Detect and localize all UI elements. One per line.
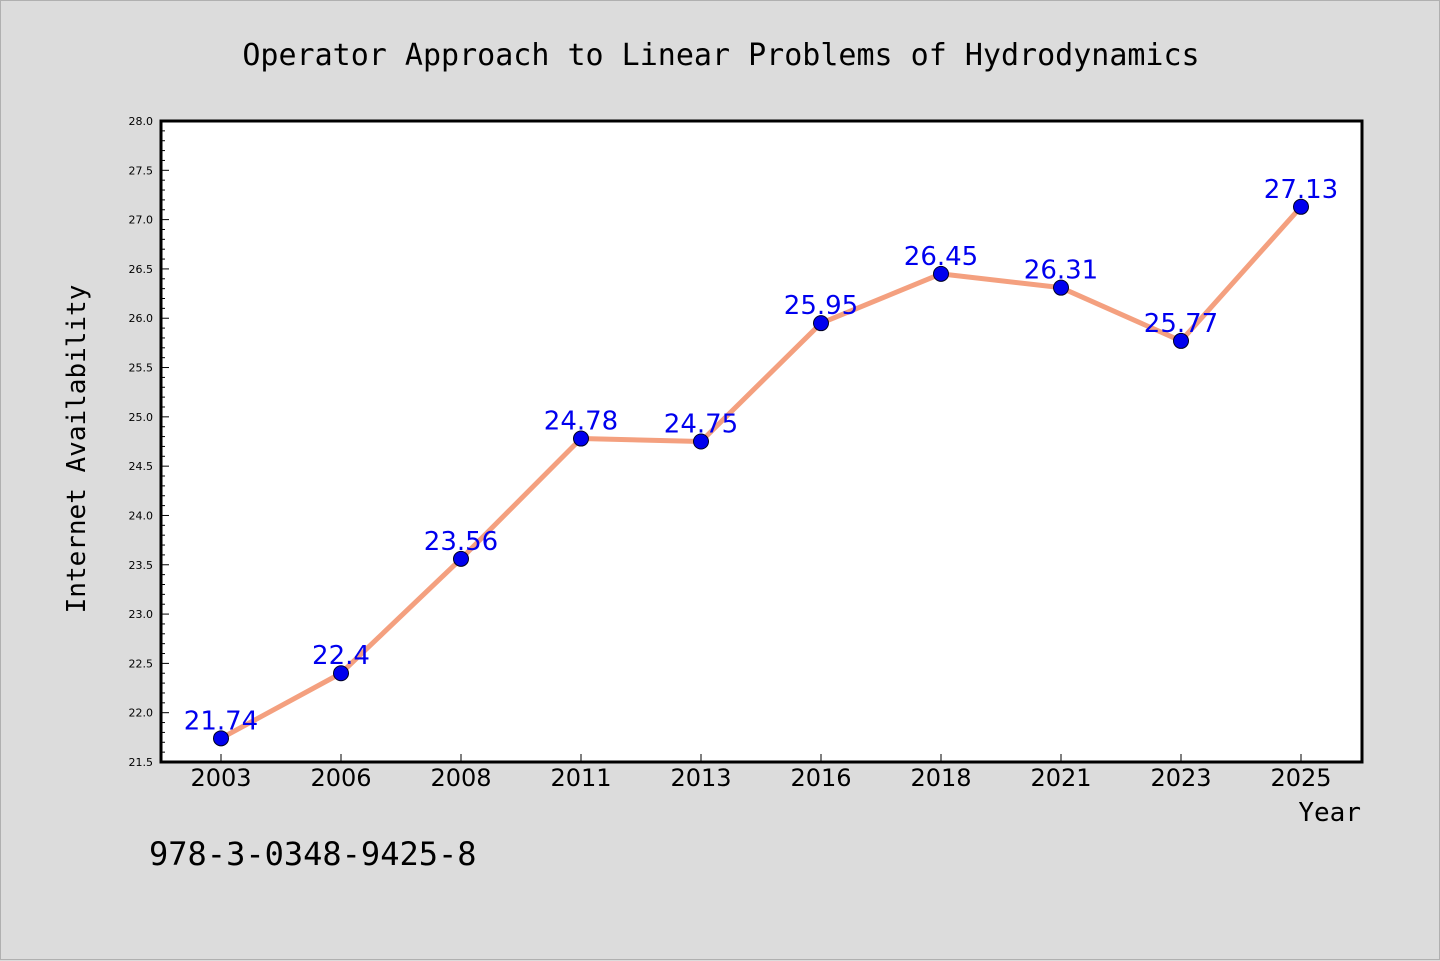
data-label: 26.31 [1024,256,1098,286]
data-point-marker [1293,198,1309,215]
footer-isbn: 978-3-0348-9425-8 [149,835,477,873]
data-label: 26.45 [904,242,978,272]
series-layer: 21.74 22.4 23.56 24.78 24.75 25.95 26.45 26.31 2… [184,175,1338,747]
y-tick-label: 24.5 [129,460,154,473]
data-label: 21.74 [184,706,258,736]
data-label: 25.95 [784,291,858,321]
x-tick-label: 2025 [1270,764,1331,792]
data-point-marker [333,665,349,682]
y-tick-label: 22.5 [129,657,154,670]
y-axis: 21.5 22.0 22.5 23.0 23.5 24.0 24.5 25.0 25.5 26.0… [129,115,169,769]
data-label: 23.56 [424,527,498,557]
y-tick-label: 28.0 [129,115,154,128]
data-label: 24.75 [664,410,738,440]
data-point-marker [453,550,469,567]
x-tick-label: 2008 [430,764,491,792]
y-tick-label: 27.0 [129,214,154,227]
data-point-marker [813,315,829,332]
data-point-marker [1053,279,1069,296]
x-tick-label: 2018 [910,764,971,792]
data-label: 27.13 [1264,175,1338,205]
y-tick-label: 21.5 [129,756,154,769]
x-tick-label: 2013 [670,764,731,792]
x-tick-label: 2006 [310,764,371,792]
data-point-marker [693,433,709,450]
y-tick-label: 25.5 [129,362,154,375]
data-point-marker [573,430,589,447]
data-label: 22.4 [312,641,370,671]
y-tick-label: 24.0 [129,509,154,522]
x-tick-label: 2021 [1030,764,1091,792]
x-axis-label: Year [1298,798,1361,828]
x-tick-label: 2023 [1150,764,1211,792]
x-tick-label: 2016 [790,764,851,792]
chart-title: Operator Approach to Linear Problems of … [242,38,1199,73]
y-tick-label: 27.5 [129,164,154,177]
y-tick-label: 26.0 [129,312,154,325]
y-tick-label: 26.5 [129,263,154,276]
y-axis-label: Internet Availability [62,285,92,614]
y-tick-label: 23.5 [129,559,154,572]
data-point-marker [1173,332,1189,349]
y-tick-label: 23.0 [129,608,154,621]
data-point-marker [933,265,949,282]
y-tick-label: 25.0 [129,411,154,424]
data-point-marker [213,730,229,747]
y-tick-label: 22.0 [129,707,154,720]
data-label: 25.77 [1144,309,1218,339]
data-label: 24.78 [544,407,618,437]
x-tick-label: 2003 [190,764,251,792]
series-line [218,204,1304,741]
x-axis: 2003 2006 2008 2011 2013 2016 2018 2021 2023 2025 [190,754,1332,792]
x-tick-label: 2011 [550,764,611,792]
